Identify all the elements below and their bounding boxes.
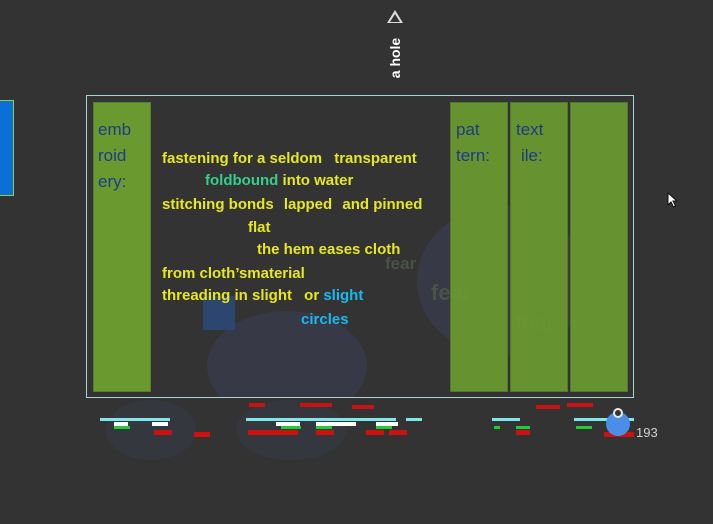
timeline-bar xyxy=(248,430,298,435)
timeline-mark xyxy=(152,422,168,426)
poem-line-4: flat xyxy=(248,219,271,236)
poem-panel: fear fear fear emb roid ery: pat tern: t… xyxy=(86,95,634,398)
timeline-strip[interactable] xyxy=(86,400,646,460)
poem-fragment: lapped xyxy=(283,196,333,213)
timeline-mark xyxy=(114,422,128,426)
timeline-mark xyxy=(376,426,392,429)
poem-fragment-teal: foldbound xyxy=(205,172,279,189)
knob-ring-icon xyxy=(613,408,623,418)
poem-line-1: fastening for a seldom transparent xyxy=(162,150,417,168)
timeline-mark xyxy=(576,426,592,429)
timeline-mark xyxy=(276,422,300,426)
poem-line-6: from cloth’smaterial xyxy=(162,265,305,282)
hole-marker[interactable]: a hole xyxy=(384,8,406,80)
timeline-bar xyxy=(516,430,530,435)
timeline-bar xyxy=(300,403,332,407)
counter-value: 193 xyxy=(636,425,658,440)
poem-line-5: the hem eases cloth xyxy=(257,241,401,258)
timeline-mark xyxy=(376,422,398,426)
timeline-bar xyxy=(194,432,210,437)
left-side-tab[interactable] xyxy=(0,100,14,196)
timeline-line xyxy=(574,418,634,421)
timeline-bar xyxy=(389,430,407,435)
timeline-line xyxy=(246,418,396,421)
poem-line-7: threading in slight or slight xyxy=(162,287,363,305)
playhead-knob[interactable] xyxy=(606,408,630,436)
timeline-bar xyxy=(536,405,560,409)
poem-fragment: threading in slight xyxy=(162,287,292,304)
timeline-mark xyxy=(316,426,332,429)
column-label: pat xyxy=(456,120,480,139)
column-embroidery[interactable]: emb roid ery: xyxy=(93,102,151,392)
timeline-bar xyxy=(154,430,172,435)
timeline-mark xyxy=(114,426,130,429)
poem-fragment: stitching bonds xyxy=(162,196,274,213)
timeline-bar xyxy=(352,405,374,409)
column-textile[interactable]: text ile: xyxy=(510,102,568,392)
column-label: ile: xyxy=(521,146,543,165)
column-label: text xyxy=(516,120,544,139)
timeline-bar xyxy=(249,403,265,407)
column-pattern[interactable]: pat tern: xyxy=(450,102,508,392)
background-square xyxy=(203,296,235,330)
poem-line-3: stitching bonds lapped and pinned xyxy=(162,196,422,214)
mouse-cursor-icon xyxy=(667,192,679,208)
triangle-inner xyxy=(390,14,400,22)
column-label: roid xyxy=(98,146,127,165)
background-word: fear xyxy=(385,254,417,273)
poem-fragment: fastening for a seldom xyxy=(162,150,323,167)
poem-fragment: into water xyxy=(282,172,354,189)
column-label: ery: xyxy=(98,172,127,191)
column-label: tern: xyxy=(456,146,491,165)
poem-fragment-cyan: slight xyxy=(323,287,364,304)
timeline-line xyxy=(492,418,520,421)
timeline-line xyxy=(406,418,422,421)
background-blob xyxy=(106,400,196,460)
poem-fragment: and pinned xyxy=(342,196,423,213)
timeline-bar xyxy=(567,403,593,407)
timeline-mark xyxy=(494,426,500,429)
timeline-bar xyxy=(366,430,384,435)
timeline-mark xyxy=(281,426,301,429)
timeline-bar xyxy=(316,430,334,435)
poem-fragment: or xyxy=(304,287,320,304)
poem-line-8: circles xyxy=(301,311,349,328)
timeline-line xyxy=(100,418,170,421)
hole-label: a hole xyxy=(387,37,403,79)
timeline-mark xyxy=(516,426,530,429)
timeline-mark xyxy=(316,422,356,426)
column-empty[interactable] xyxy=(570,102,628,392)
column-label: emb xyxy=(98,120,132,139)
poem-fragment: transparent xyxy=(334,150,417,167)
poem-line-2: foldbound into water xyxy=(205,172,353,190)
